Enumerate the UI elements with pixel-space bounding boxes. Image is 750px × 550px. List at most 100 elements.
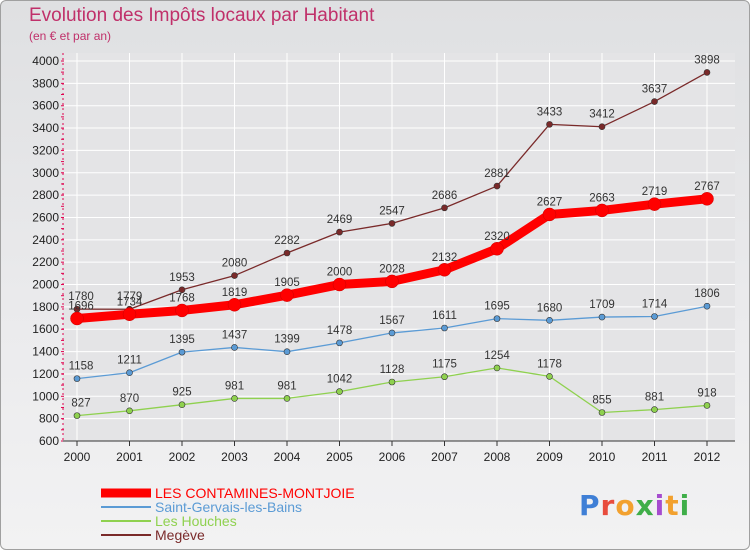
data-point-3	[231, 272, 238, 279]
data-label: 2881	[484, 168, 510, 180]
data-point-1	[231, 344, 238, 351]
data-point-3	[441, 204, 448, 212]
data-label: 2000	[327, 267, 353, 279]
data-point-1	[283, 348, 291, 356]
data-label: 1437	[222, 329, 248, 341]
data-point-0	[332, 277, 347, 292]
x-tick-label: 2005	[326, 450, 353, 464]
data-label: 1042	[327, 374, 353, 386]
data-point-3	[598, 123, 606, 131]
data-label: 918	[697, 387, 716, 399]
x-tick-label: 2004	[274, 450, 301, 464]
data-label: 1953	[169, 272, 195, 284]
data-label: 1819	[222, 287, 248, 299]
data-label: 2767	[694, 181, 720, 193]
data-point-1	[703, 302, 711, 310]
legend-label: Saint-Gervais-les-Bains	[155, 499, 302, 515]
data-point-3	[546, 121, 553, 128]
data-point-0	[280, 288, 294, 302]
data-label: 1768	[169, 292, 195, 304]
data-label: 1680	[537, 302, 563, 314]
data-label: 1395	[169, 334, 195, 346]
y-tick-label: 3600	[32, 99, 59, 113]
legend-label: LES CONTAMINES-MONTJOIE	[155, 485, 355, 501]
data-label: 827	[71, 398, 90, 410]
y-tick-label: 2800	[32, 188, 59, 202]
data-point-1	[336, 339, 343, 347]
data-label: 3433	[537, 106, 563, 118]
data-label: 1905	[274, 277, 300, 289]
data-point-0	[227, 298, 242, 312]
y-tick-label: 2600	[32, 210, 59, 224]
data-point-2	[231, 395, 238, 402]
data-point-2	[388, 378, 396, 386]
data-point-1	[388, 329, 396, 337]
data-point-2	[651, 406, 658, 413]
data-point-0	[122, 307, 137, 322]
x-tick-label: 2007	[431, 450, 458, 464]
y-tick-label: 2400	[32, 233, 59, 247]
data-label: 925	[172, 387, 191, 399]
y-tick-label: 2000	[32, 278, 59, 292]
data-point-0	[437, 263, 452, 277]
data-label: 1806	[694, 288, 720, 300]
y-tick-label: 1200	[32, 367, 59, 381]
y-tick-label: 3200	[32, 143, 59, 157]
y-tick-label: 600	[39, 434, 59, 448]
y-tick-label: 1800	[32, 300, 59, 314]
data-label: 2080	[222, 258, 248, 270]
y-tick-label: 3400	[32, 121, 59, 135]
x-tick-label: 2001	[116, 450, 143, 464]
data-point-1	[598, 313, 606, 321]
data-point-2	[283, 395, 291, 402]
x-tick-label: 2006	[379, 450, 406, 464]
data-point-3	[336, 228, 343, 236]
data-label: 3898	[694, 54, 720, 66]
data-label: 881	[645, 392, 664, 404]
data-label: 1128	[380, 364, 405, 376]
data-label: 2663	[589, 192, 615, 204]
data-point-2	[493, 364, 501, 372]
data-point-2	[441, 373, 448, 381]
x-tick-label: 2000	[64, 450, 91, 464]
data-label: 1780	[68, 291, 94, 303]
data-label: 2469	[327, 214, 353, 226]
data-label: 2547	[379, 205, 405, 217]
data-label: 981	[277, 380, 296, 392]
data-point-0	[385, 274, 399, 289]
y-tick-label: 4000	[32, 54, 59, 68]
data-label: 1734	[117, 296, 143, 308]
data-point-1	[126, 369, 133, 377]
data-point-2	[73, 412, 81, 419]
x-tick-label: 2002	[169, 450, 196, 464]
data-label: 1399	[274, 334, 300, 346]
x-tick-label: 2011	[642, 450, 668, 464]
data-point-1	[178, 348, 186, 356]
data-label: 2282	[274, 235, 300, 247]
data-point-0	[647, 197, 662, 211]
data-label: 1211	[117, 355, 142, 367]
data-point-0	[490, 242, 504, 256]
data-label: 1175	[432, 359, 457, 371]
data-label: 1714	[642, 298, 668, 310]
x-tick-label: 2012	[694, 450, 721, 464]
data-label: 2627	[537, 196, 563, 208]
data-point-3	[388, 220, 396, 227]
proxiti-logo: Proxiti	[579, 489, 691, 522]
data-label: 3637	[642, 84, 668, 96]
data-label: 2719	[642, 186, 668, 198]
data-label: 2320	[484, 231, 510, 243]
data-point-0	[542, 207, 557, 222]
data-label: 1709	[589, 299, 615, 311]
data-point-3	[283, 249, 291, 257]
data-label: 1611	[432, 310, 457, 322]
y-tick-label: 800	[39, 412, 59, 426]
x-tick-label: 2008	[484, 450, 511, 464]
data-point-1	[651, 313, 658, 320]
data-label: 1567	[379, 315, 405, 327]
chart-subtitle: (en € et par an)	[29, 29, 112, 43]
data-point-2	[598, 409, 606, 416]
data-label: 1779	[117, 291, 143, 303]
x-tick-label: 2010	[589, 450, 616, 464]
data-point-1	[441, 324, 448, 332]
